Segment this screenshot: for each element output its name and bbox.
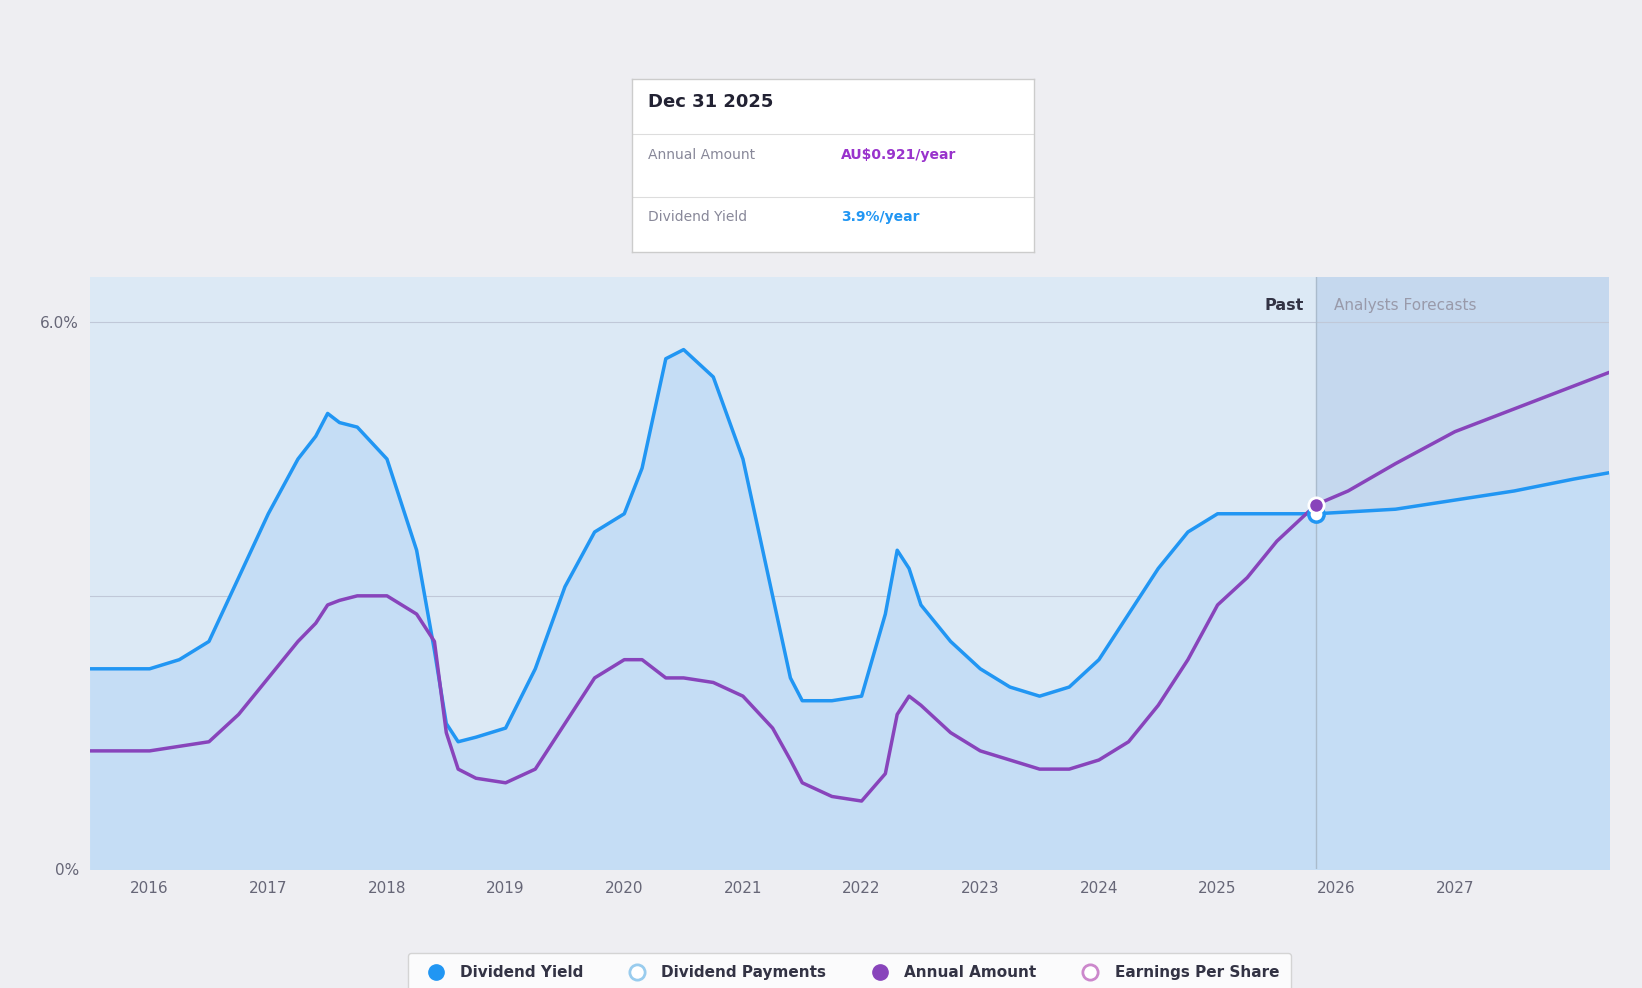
Bar (1317, 277, 1609, 869)
Text: Annual Amount: Annual Amount (649, 148, 755, 162)
Text: Past: Past (1264, 298, 1304, 313)
Text: Dec 31 2025: Dec 31 2025 (649, 93, 773, 111)
Text: AU$0.921/year: AU$0.921/year (841, 148, 957, 162)
Text: Analysts Forecasts: Analysts Forecasts (1333, 298, 1476, 313)
Legend: Dividend Yield, Dividend Payments, Annual Amount, Earnings Per Share: Dividend Yield, Dividend Payments, Annua… (409, 952, 1291, 988)
Text: 3.9%/year: 3.9%/year (841, 210, 920, 224)
Text: Dividend Yield: Dividend Yield (649, 210, 747, 224)
